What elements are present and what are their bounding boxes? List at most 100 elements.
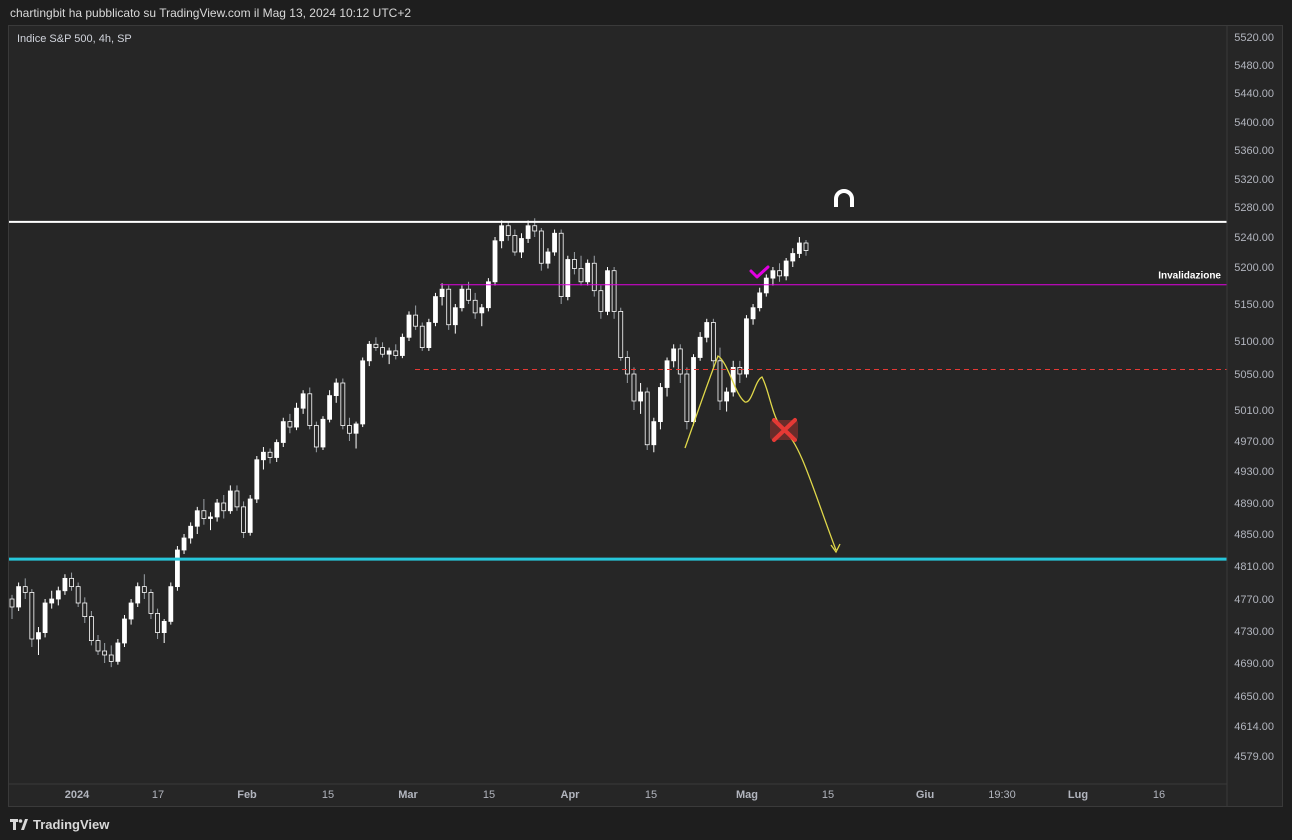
x-tick-label: Feb xyxy=(237,789,257,801)
candle xyxy=(214,499,220,522)
candle xyxy=(128,599,134,625)
candle xyxy=(684,367,690,430)
candle-body xyxy=(360,360,366,425)
candle xyxy=(770,267,776,286)
candle-body xyxy=(353,423,359,434)
x-tick-label: 15 xyxy=(822,789,834,801)
candle xyxy=(730,360,736,397)
candle-body xyxy=(181,537,187,551)
candle xyxy=(386,347,392,365)
candle xyxy=(677,344,683,383)
candle-body xyxy=(691,357,696,423)
candle xyxy=(135,582,141,607)
candle-body xyxy=(155,613,160,634)
y-tick-label: 5100.00 xyxy=(1234,336,1274,348)
candle xyxy=(234,485,240,511)
candle xyxy=(287,413,293,434)
candle-body xyxy=(168,586,174,622)
candle xyxy=(42,599,48,638)
candle xyxy=(148,589,154,619)
candle-body xyxy=(757,292,763,309)
candle xyxy=(505,222,511,241)
candle xyxy=(783,258,789,281)
candle-body xyxy=(658,387,663,423)
candle-body xyxy=(638,391,643,402)
brand-name: TradingView xyxy=(33,817,110,832)
candle xyxy=(472,292,478,319)
candle xyxy=(313,421,319,453)
candle-body xyxy=(148,592,154,614)
x-tick-label: 15 xyxy=(322,789,334,801)
candle-body xyxy=(82,602,88,618)
candle-body xyxy=(327,395,333,420)
candle xyxy=(499,220,505,249)
y-tick-label: 4614.00 xyxy=(1234,721,1274,733)
candle-body xyxy=(208,516,213,519)
candle-body xyxy=(221,502,227,512)
candle-body xyxy=(413,314,419,327)
x-tick-label: Lug xyxy=(1068,789,1088,801)
y-tick-label: 5280.00 xyxy=(1234,202,1274,214)
candle-body xyxy=(572,259,577,269)
candle xyxy=(479,304,485,327)
candle-body xyxy=(29,592,35,640)
candle-body xyxy=(684,373,690,423)
y-tick-label: 4970.00 xyxy=(1234,436,1274,448)
candle-body xyxy=(591,262,597,292)
candle xyxy=(22,578,28,599)
candle-body xyxy=(485,281,491,309)
candle-body xyxy=(744,318,749,375)
candle-body xyxy=(565,259,571,297)
candle-body xyxy=(651,421,657,446)
candle-body xyxy=(697,336,703,358)
y-tick-label: 4579.00 xyxy=(1234,751,1274,763)
candle xyxy=(347,417,352,441)
candle-body xyxy=(16,586,22,608)
candle xyxy=(75,582,81,607)
candle xyxy=(744,315,749,378)
candle-body xyxy=(499,225,505,242)
candle xyxy=(651,417,657,453)
candle-body xyxy=(532,225,538,232)
candle-body xyxy=(578,268,584,283)
y-tick-label: 5440.00 xyxy=(1234,88,1274,100)
candle xyxy=(406,311,412,341)
y-tick-label: 5240.00 xyxy=(1234,232,1274,244)
candle-body xyxy=(274,442,280,458)
candle-body xyxy=(386,350,392,355)
candle xyxy=(591,255,597,297)
y-tick-label: 4650.00 xyxy=(1234,691,1274,703)
candle-body xyxy=(763,277,769,294)
cross-icon xyxy=(772,418,797,442)
x-tick-label: 17 xyxy=(152,789,164,801)
candle-body xyxy=(42,602,48,634)
candle-body xyxy=(664,360,670,388)
candle-body xyxy=(313,425,319,448)
y-axis: 5520.00 5480.00 5440.00 5400.00 5360.00 5320.… xyxy=(1226,26,1282,806)
y-tick-label: 5200.00 xyxy=(1234,262,1274,274)
projection-arrow-icon xyxy=(684,355,837,551)
candle xyxy=(393,344,399,360)
candle-body xyxy=(512,235,518,253)
levels-group: 5260.245222.69Invalidazione5176.095056.8… xyxy=(9,213,1281,567)
candle-body xyxy=(505,225,511,236)
candle-body xyxy=(439,288,445,298)
candle xyxy=(605,267,610,316)
candle xyxy=(181,534,187,554)
candle-body xyxy=(624,357,630,375)
candle-body xyxy=(611,270,617,312)
candle-body xyxy=(677,348,683,375)
candle xyxy=(267,448,273,464)
x-tick-label: 2024 xyxy=(65,789,90,801)
brand-logo[interactable]: TradingView xyxy=(10,817,109,832)
candle xyxy=(704,318,710,343)
candle xyxy=(366,341,372,367)
candle-body xyxy=(287,421,293,428)
candle-body xyxy=(214,502,220,518)
candle-body xyxy=(519,238,524,253)
x-tick-label: Mar xyxy=(398,789,418,801)
candle xyxy=(155,608,160,639)
candle xyxy=(89,611,94,646)
candle-body xyxy=(227,490,233,512)
